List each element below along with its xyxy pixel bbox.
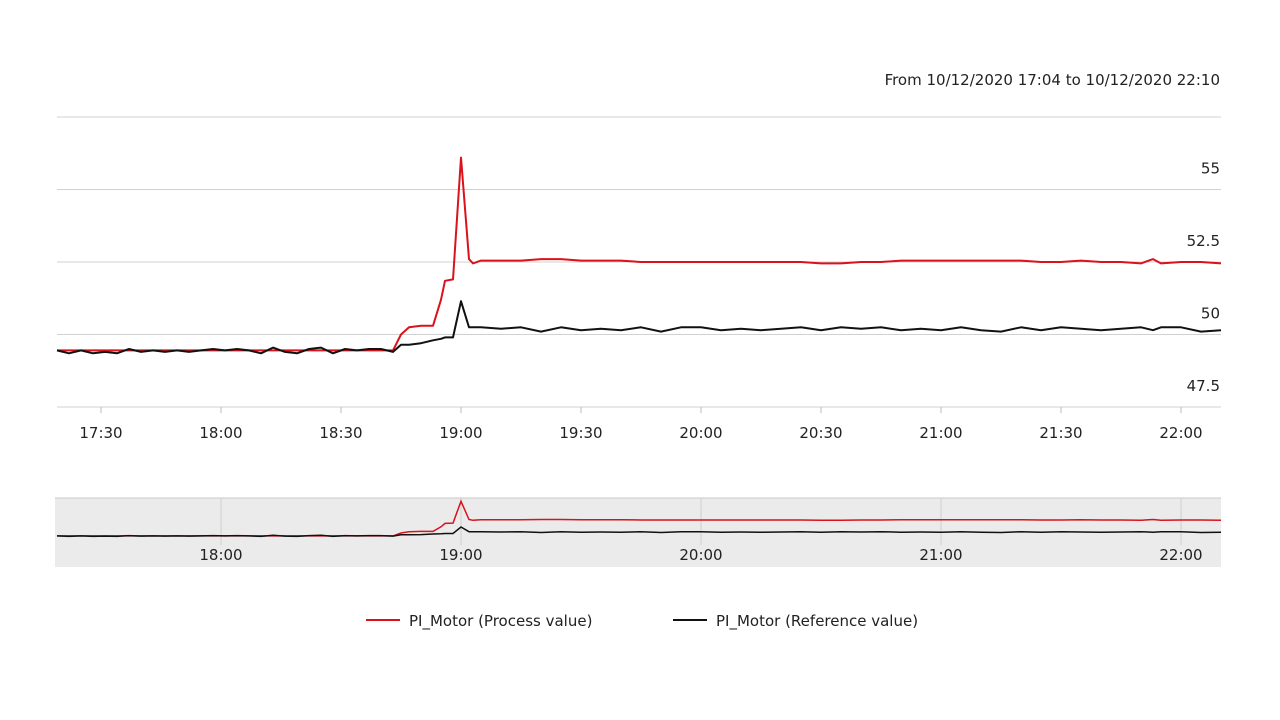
x-tick-label: 22:00 [1159, 424, 1202, 442]
series-line [57, 156, 1222, 352]
y-tick-label: 47.5 [1187, 377, 1220, 395]
navigator-line [56, 526, 1222, 538]
x-tick-label: 17:30 [79, 424, 122, 442]
x-tick-label: 19:00 [439, 424, 482, 442]
time-range: From 10/12/2020 17:04 to 10/12/2020 22:1… [885, 71, 1220, 89]
navigator-tick-label: 20:00 [679, 546, 722, 564]
navigator-tick-label: 19:00 [439, 546, 482, 564]
navigator-tick-label: 18:00 [199, 546, 242, 564]
navigator-tick-label: 21:00 [919, 546, 962, 564]
legend-label: PI_Motor (Reference value) [716, 612, 918, 631]
y-tick-label: 52.5 [1187, 232, 1220, 250]
series-line [56, 300, 1222, 355]
x-tick-label: 19:30 [559, 424, 602, 442]
y-tick-label: 55 [1201, 160, 1220, 178]
x-tick-label: 21:00 [919, 424, 962, 442]
y-tick-label: 50 [1201, 305, 1220, 323]
x-tick-label: 21:30 [1039, 424, 1082, 442]
navigator-tick-label: 22:00 [1159, 546, 1202, 564]
x-tick-label: 18:00 [199, 424, 242, 442]
legend-label: PI_Motor (Process value) [409, 612, 592, 631]
x-tick-label: 20:00 [679, 424, 722, 442]
x-tick-label: 18:30 [319, 424, 362, 442]
x-tick-label: 20:30 [799, 424, 842, 442]
